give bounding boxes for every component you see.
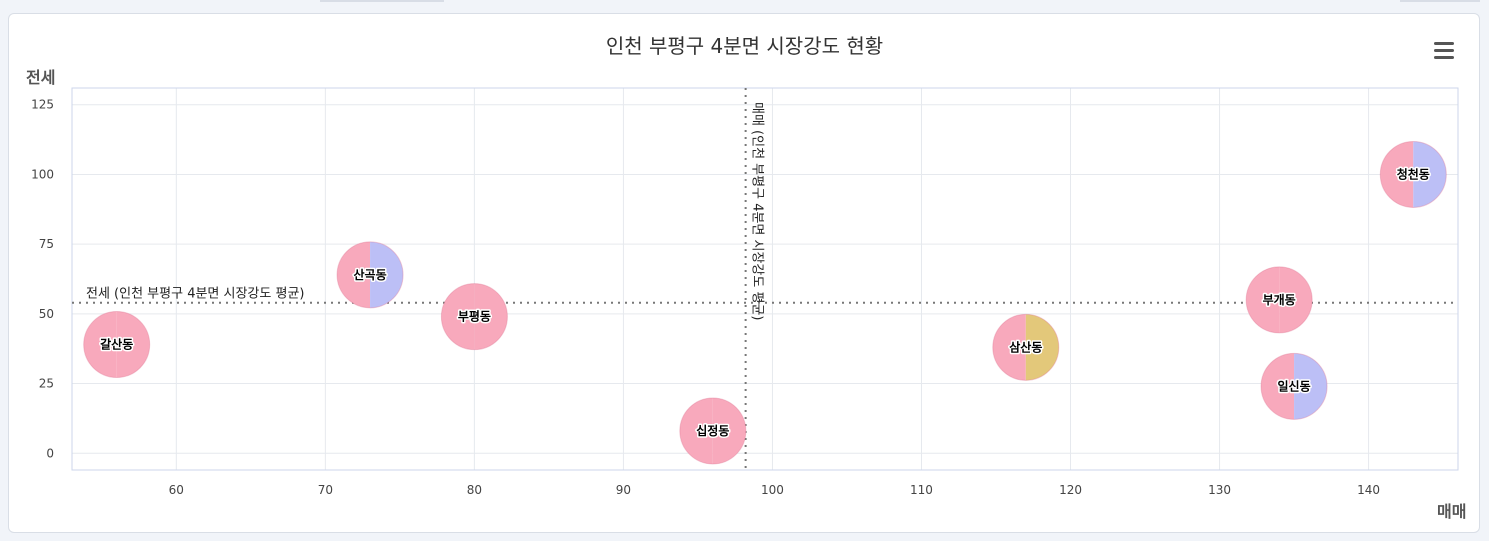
bubble-right-half xyxy=(370,241,404,308)
x-tick-label: 140 xyxy=(1357,483,1380,497)
chart-menu-button[interactable] xyxy=(1432,40,1456,62)
bubble-outline xyxy=(1245,266,1313,334)
y-tick-label: 125 xyxy=(31,98,54,112)
bubble-0: 갈산동 xyxy=(83,311,151,379)
bubble-6: 일신동 xyxy=(1260,352,1328,420)
bubble-label: 일신동 xyxy=(1278,378,1311,393)
bubble-label: 부개동 xyxy=(1263,293,1296,307)
x-tick-label: 90 xyxy=(616,483,631,497)
bubble-outline xyxy=(1379,140,1447,208)
bubble-outline xyxy=(1260,352,1328,420)
bubble-5: 부개동 xyxy=(1245,266,1313,334)
bubble-left-half xyxy=(83,311,117,378)
bubble-label: 청천동 xyxy=(1397,166,1430,181)
bubble-label: 부평동 xyxy=(458,310,491,324)
y-axis-title: 전세 xyxy=(26,68,56,87)
bubble-outline xyxy=(679,397,747,465)
y-tick-label: 75 xyxy=(39,237,54,251)
top-tab-indicator-left xyxy=(320,0,444,2)
bubble-right-half xyxy=(712,397,746,464)
bubble-right-half xyxy=(1413,141,1447,208)
bubble-left-half xyxy=(441,283,475,350)
hamburger-menu-icon-bar xyxy=(1434,49,1454,52)
bubble-1: 산곡동 xyxy=(336,241,404,309)
bubble-outline xyxy=(440,283,508,351)
bubble-2: 부평동 xyxy=(440,283,508,351)
bubble-right-half xyxy=(1279,266,1313,333)
x-average-label: 매매 (인천 부평구 4분면 시장강도 평균) xyxy=(750,102,765,320)
bubble-left-half xyxy=(992,314,1026,381)
hamburger-menu-icon-bar xyxy=(1434,56,1454,59)
bubble-right-half xyxy=(474,283,508,350)
bubble-4: 삼산동 xyxy=(992,313,1060,381)
plot-area xyxy=(72,88,1458,470)
x-tick-label: 100 xyxy=(761,483,784,497)
y-average-label: 전세 (인천 부평구 4분면 시장강도 평균) xyxy=(86,287,304,302)
x-tick-label: 80 xyxy=(467,483,482,497)
bubble-7: 청천동 xyxy=(1379,140,1447,208)
x-axis-title: 매매 xyxy=(1437,502,1467,521)
x-tick-label: 110 xyxy=(910,483,933,497)
x-tick-label: 60 xyxy=(169,483,184,497)
bubble-right-half xyxy=(1025,314,1059,381)
bubble-label: 삼산동 xyxy=(1009,339,1042,354)
x-tick-label: 70 xyxy=(318,483,333,497)
y-tick-label: 50 xyxy=(39,307,54,321)
bubble-3: 십정동 xyxy=(679,397,747,465)
plot-border xyxy=(71,87,1459,471)
bubble-label: 갈산동 xyxy=(100,337,133,352)
bubble-label: 십정동 xyxy=(696,423,729,438)
top-tab-indicator-right xyxy=(1400,0,1480,2)
hamburger-menu-icon-bar xyxy=(1434,42,1454,45)
bubble-outline xyxy=(83,311,151,379)
bubble-left-half xyxy=(1261,353,1295,420)
bubble-outline xyxy=(992,313,1060,381)
bubble-right-half xyxy=(116,311,150,378)
y-tick-label: 25 xyxy=(39,377,54,391)
bubble-left-half xyxy=(679,397,713,464)
x-tick-label: 120 xyxy=(1059,483,1082,497)
bubble-label: 산곡동 xyxy=(354,267,387,282)
bubble-right-half xyxy=(1294,353,1328,420)
bubble-left-half xyxy=(1380,141,1414,208)
y-tick-label: 0 xyxy=(46,446,54,460)
bubble-left-half xyxy=(1246,266,1280,333)
bubble-outline xyxy=(336,241,404,309)
x-tick-label: 130 xyxy=(1208,483,1231,497)
y-tick-label: 100 xyxy=(31,167,54,181)
bubble-left-half xyxy=(337,241,371,308)
chart-title: 인천 부평구 4분면 시장강도 현황 xyxy=(605,34,884,58)
